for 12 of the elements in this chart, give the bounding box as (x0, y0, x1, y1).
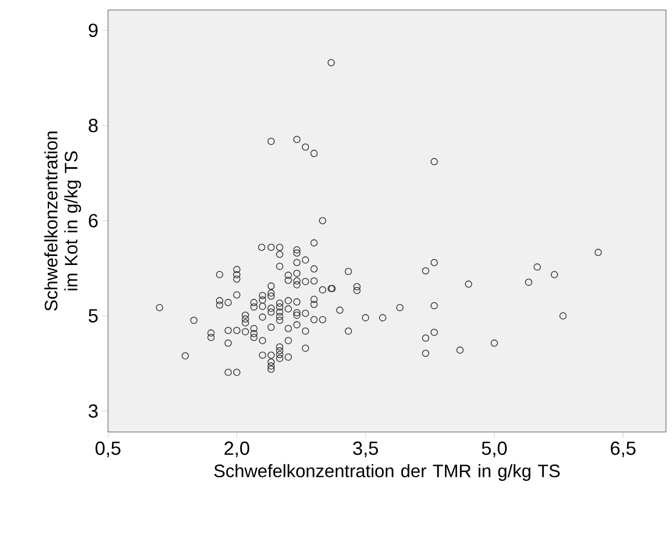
x-tick-label: 3,5 (353, 442, 378, 458)
x-tick-label: 2,0 (224, 442, 250, 458)
x-tick-label: 0,5 (96, 442, 120, 458)
x-tick-label: 5,0 (482, 442, 507, 458)
y-tick-label: 3 (88, 404, 98, 418)
y-axis-title: Schwefelkonzentration im Kot in g/kg TS (44, 132, 82, 311)
y-tick-label: 9 (88, 24, 98, 38)
y-tick-label: 5 (88, 309, 98, 322)
x-tick-label: 6,5 (610, 442, 636, 458)
y-tick-label: 8 (88, 118, 98, 132)
y-tick-label: 6 (88, 214, 98, 228)
x-axis-title: Schwefelkonzentration der TMR in g/kg TS (214, 464, 560, 481)
